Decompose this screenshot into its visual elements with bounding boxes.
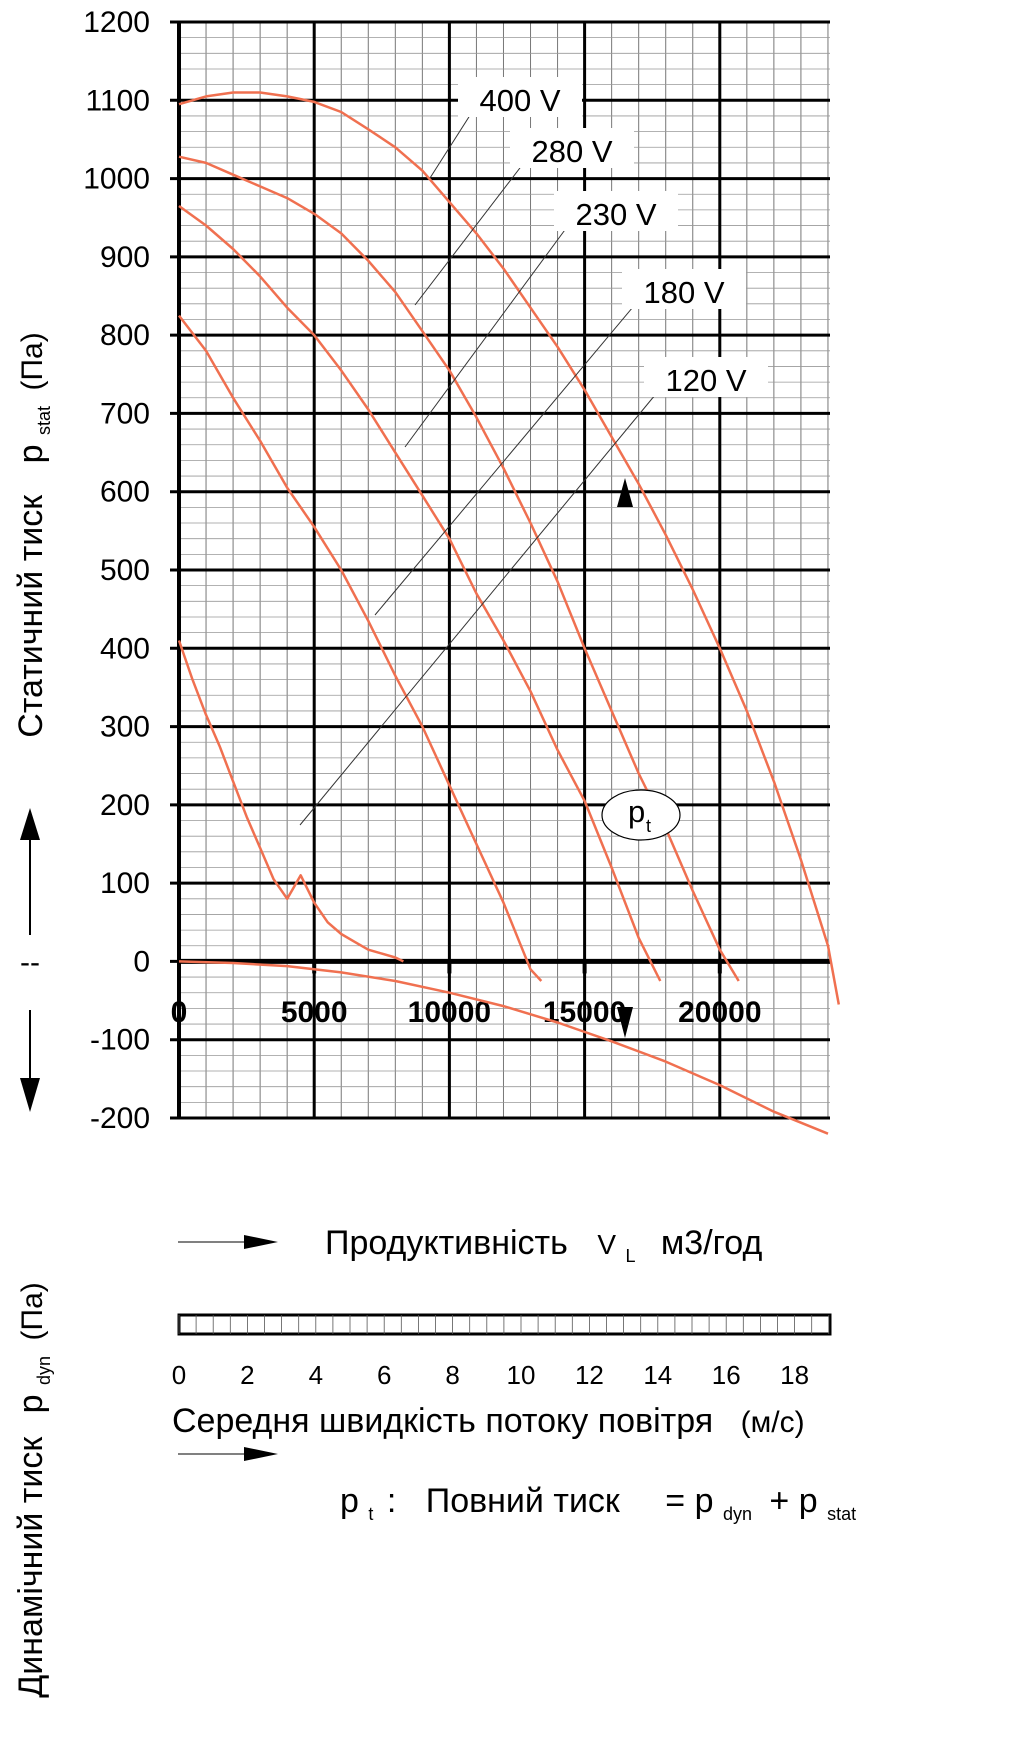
y-tick-label: 600 [100,476,150,509]
down-arrow-icon [617,1007,633,1038]
velocity-tick-label: 2 [240,1360,254,1390]
series-line [178,91,841,1005]
y-tick-label: 1000 [83,163,150,196]
pt-label: p [628,794,645,829]
velocity-tick-label: 12 [575,1360,604,1390]
y-axis-title-dynamic-unit: (Па) [16,1282,49,1340]
velocity-axis-title: Середня швидкість потоку повітря (м/с) [172,1402,805,1461]
curve-leader-line [299,388,661,826]
series-line [177,640,404,963]
static-pressure-arrow-icon [20,808,40,935]
velocity-tick-label: 16 [712,1360,741,1390]
curve-leader-line [404,222,571,448]
major-grid [170,20,830,1120]
x-tick-label: 20000 [678,996,761,1029]
annotations: 400 V 280 V 230 V 180 V 120 V p t [299,77,768,1038]
formula-colon: : [387,1482,396,1520]
curve-label-bg [622,269,746,309]
y-axis-title-static-sub: stat [34,406,54,435]
curve-leader-line [429,108,475,179]
x-axis-title: Продуктивність V L м3/год [178,1224,762,1270]
total-pressure-formula: p t : Повний тиск = p dyn + p stat [340,1482,856,1528]
velocity-tick-label: 8 [445,1360,459,1390]
y-tick-label: 800 [100,319,150,352]
formula-sub-dyn: dyn [723,1504,752,1524]
y-tick-label: 300 [100,711,150,744]
formula-lhs-sub: t [368,1504,373,1524]
curve-label: 230 V [575,197,656,232]
x-tick-label: 15000 [543,996,626,1029]
velocity-tick-label: 4 [309,1360,323,1390]
formula-sub-stat: stat [827,1504,856,1524]
velocity-tick-label: 18 [780,1360,809,1390]
svg-text:p t : Повний: p t : Повний тиск = p dyn + p stat [340,1482,856,1528]
y-tick-labels: 1200110010009008007006005004003002001000… [83,6,150,1135]
y-axis-title-dynamic: Динамічний тиск p dyn (Па) [12,1282,58,1698]
curve-label: 180 V [643,275,724,310]
formula-eq: = p [665,1482,713,1520]
y-axis-title-static: Статичний тиск p stat (Па) [12,332,58,737]
svg-text:Середня швидкість потоку повіт: Середня швидкість потоку повітря (м/с) [172,1402,805,1440]
curve-leader-line [374,300,639,616]
x-tick-labels: 0 5000 10000 15000 20000 [171,996,762,1029]
x-axis-title-unit: м3/год [661,1224,763,1262]
y-tick-label: -200 [90,1102,150,1135]
up-arrow-icon [617,478,633,507]
pt-ellipse [601,789,681,841]
curve-label: 120 V [665,363,746,398]
x-tick-label: 10000 [408,996,491,1029]
y-tick-label: 200 [100,789,150,822]
formula-plus: + p [769,1482,817,1520]
curve-label: 400 V [479,83,560,118]
x-tick-label: 0 [171,996,188,1029]
velocity-tick-label: 10 [507,1360,536,1390]
y-axis-title-static-text: Статичний тиск [12,494,50,738]
curve-label-bg [554,191,678,231]
curve-label-bg [458,77,582,117]
formula-text: Повний тиск [426,1482,621,1520]
y-tick-label: 1200 [83,6,150,39]
y-axis-title-dynamic-sub: dyn [34,1356,54,1385]
x-axis-title-sub: L [625,1246,635,1266]
y-axis-title-dynamic-text: Динамічний тиск [12,1436,50,1698]
y-axis-title-static-symbol: p [12,444,50,463]
velocity-tick-label: 0 [172,1360,186,1390]
x-axis-title-symbol: V [597,1229,616,1260]
velocity-scale: 0 2 4 6 8 10 12 14 16 18 [172,1313,832,1390]
curve-label-bg [510,128,634,168]
series-line [178,960,829,1135]
velocity-tick-label: 6 [377,1360,391,1390]
pressure-separator: -- [20,946,40,979]
dynamic-pressure-arrow-icon [20,1010,40,1112]
velocity-tick-label: 14 [643,1360,672,1390]
formula-lhs-symbol: p [340,1482,359,1520]
series-line [178,204,662,982]
curve-label-bg [644,357,768,397]
velocity-axis-title-text: Середня швидкість потоку повітря [172,1402,713,1440]
y-axis-title-dynamic-symbol: p [12,1394,50,1413]
x-tick-label: 5000 [281,996,348,1029]
x-axis-title-text: Продуктивність [325,1224,568,1262]
curve-label: 280 V [531,134,612,169]
y-tick-label: 900 [100,241,150,274]
svg-text:Динамічний тиск p: Динамічний тиск p dyn (Па) [12,1282,58,1698]
velocity-bar [177,1313,832,1336]
y-tick-label: 400 [100,632,150,665]
y-tick-label: -100 [90,1024,150,1057]
y-tick-label: 1100 [85,84,150,117]
y-tick-label: 100 [100,867,150,900]
velocity-axis-title-unit: (м/с) [741,1406,805,1439]
svg-text:Статичний тиск p s: Статичний тиск p stat (Па) [12,332,58,737]
series-layer [177,91,841,1135]
pt-label-sub: t [646,816,651,836]
svg-text:Продуктивність V L: Продуктивність V L м3/год [325,1224,762,1270]
y-tick-label: 500 [100,554,150,587]
curve-leader-line [414,159,527,306]
y-axis-title-static-unit: (Па) [16,332,49,390]
series-line [178,314,543,982]
y-tick-label: 700 [100,397,150,430]
y-tick-label: 0 [133,945,150,978]
